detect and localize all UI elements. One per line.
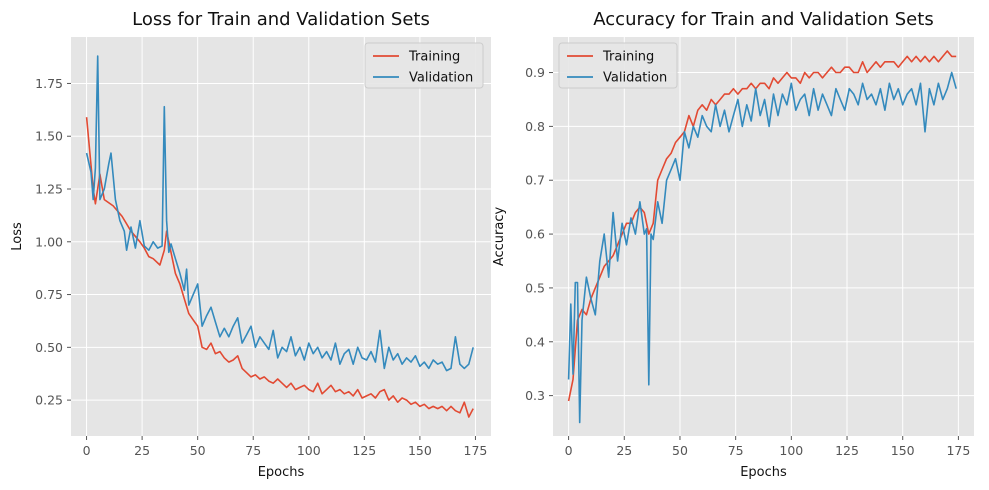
y-tick-label: 1.50 [35, 129, 63, 144]
x-axis-label: Epochs [740, 465, 787, 480]
y-axis-label: Loss [10, 222, 25, 251]
y-tick-label: 0.9 [525, 65, 545, 80]
accuracy-chart: 0 25 50 75 100 125 150 175 0.3 0.4 0.5 0.6 0.7 0.8 0.9… [492, 9, 974, 480]
x-tick-label: 0 [565, 443, 573, 458]
series-line-training [567, 50, 957, 402]
x-tick-label: 125 [835, 443, 859, 458]
x-tick-label: 50 [190, 443, 206, 458]
x-tick-label: 25 [134, 443, 150, 458]
x-tick-label: 175 [946, 443, 970, 458]
y-tick-label: 0.4 [525, 334, 545, 349]
legend-label: Validation [603, 71, 667, 86]
legend-label: Training [602, 50, 654, 65]
legend-label: Validation [409, 71, 473, 86]
y-tick-label: 1.75 [35, 76, 63, 91]
y-tick-label: 0.5 [525, 280, 545, 295]
x-tick-label: 75 [245, 443, 261, 458]
y-tick-label: 1.00 [35, 234, 63, 249]
x-tick-label: 25 [616, 443, 632, 458]
x-tick-label: 0 [83, 443, 91, 458]
y-tick-label: 0.8 [525, 119, 545, 134]
y-tick-label: 1.25 [35, 182, 63, 197]
y-tick-label: 0.6 [525, 227, 545, 242]
x-tick-label: 175 [464, 443, 488, 458]
series-line-validation [85, 55, 474, 372]
legend-label: Training [408, 50, 460, 65]
y-tick-label: 0.50 [35, 340, 63, 355]
x-tick-label: 50 [672, 443, 688, 458]
x-tick-label: 150 [891, 443, 915, 458]
x-tick-label: 75 [728, 443, 744, 458]
x-tick-label: 100 [297, 443, 321, 458]
series-line-validation [567, 71, 957, 424]
chart-title: Accuracy for Train and Validation Sets [593, 9, 933, 30]
series-line-training [85, 117, 474, 418]
x-axis-label: Epochs [258, 465, 305, 480]
plot-background [71, 37, 491, 436]
y-tick-label: 0.75 [35, 287, 63, 302]
y-tick-label: 0.25 [35, 393, 63, 408]
x-tick-label: 100 [779, 443, 803, 458]
y-axis-label: Accuracy [492, 207, 507, 267]
x-tick-label: 125 [352, 443, 376, 458]
chart-title: Loss for Train and Validation Sets [132, 9, 430, 30]
plot-background [553, 37, 974, 436]
x-tick-label: 150 [408, 443, 432, 458]
y-tick-label: 0.3 [525, 388, 545, 403]
y-tick-label: 0.7 [525, 173, 545, 188]
loss-chart: 0 25 50 75 100 125 150 175 0.25 0.50 0.75 1.00 1.25 1… [10, 9, 491, 480]
